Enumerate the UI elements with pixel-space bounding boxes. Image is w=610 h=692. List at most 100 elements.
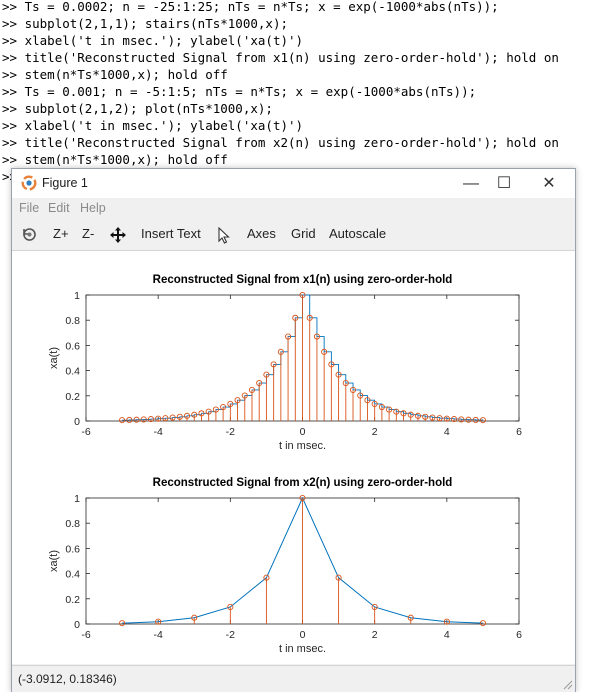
y-tick-label: 0.4 (65, 569, 80, 581)
pan-icon[interactable] (109, 226, 127, 244)
rotate-icon[interactable] (21, 226, 38, 243)
menu-edit[interactable]: Edit (48, 201, 70, 215)
stem-marker (119, 417, 126, 424)
stem-marker (335, 371, 342, 378)
stem-marker (306, 314, 313, 321)
stem-marker (234, 397, 241, 404)
grid-button[interactable]: Grid (291, 226, 316, 241)
x-axis-label: t in msec. (279, 440, 326, 452)
maximize-button[interactable]: ☐ (496, 175, 512, 192)
stem-marker (140, 416, 147, 423)
zoom-in-button[interactable]: Z+ (53, 226, 69, 241)
stem-marker (371, 603, 378, 611)
stem-marker (292, 314, 299, 321)
select-arrow-icon[interactable] (217, 227, 231, 244)
y-tick-label: 0.2 (65, 391, 80, 403)
stem-marker (407, 614, 414, 621)
stem-marker (119, 620, 126, 627)
stem-marker (313, 333, 320, 340)
plot-area[interactable]: Reconstructed Signal from x1(n) using ze… (12, 251, 575, 664)
y-tick-label: 0.6 (65, 543, 80, 555)
x-tick-label: 6 (516, 629, 522, 641)
y-tick-label: 0 (74, 619, 80, 631)
chart-title: Reconstructed Signal from x2(n) using ze… (153, 477, 453, 489)
console-line: >> Ts = 0.0002; n = -25:1:25; nTs = n*Ts… (2, 0, 499, 14)
stem-marker (393, 408, 400, 415)
minimize-button[interactable]: — (463, 175, 479, 192)
y-tick-label: 0.4 (65, 366, 80, 378)
stem-marker (191, 411, 198, 418)
close-button[interactable]: ✕ (542, 175, 556, 192)
stem-marker (299, 494, 306, 502)
x-tick-label: -4 (153, 629, 162, 641)
console-line: >> subplot(2,1,1); stairs(nTs*1000,x); (2, 16, 288, 31)
stem-marker (479, 620, 486, 627)
stem-marker (386, 406, 393, 413)
stem-marker (205, 408, 212, 415)
y-tick-label: 0.8 (65, 315, 80, 327)
stem-marker (364, 397, 371, 404)
console-line: >> subplot(2,1,2); plot(nTs*1000,x); (2, 101, 273, 116)
stem-marker (133, 416, 140, 423)
resize-grip-icon[interactable] (561, 678, 573, 690)
stem-marker (212, 406, 219, 413)
stem-marker (169, 414, 176, 421)
stem-marker (220, 403, 227, 411)
y-tick-label: 0.8 (65, 518, 80, 530)
subplot-2: Reconstructed Signal from x2(n) using ze… (48, 477, 522, 655)
x-tick-label: 4 (444, 426, 450, 438)
y-tick-label: 0.6 (65, 340, 80, 352)
y-tick-label: 0 (74, 416, 80, 428)
console-line: >> xlabel('t in msec.'); ylabel('xa(t)') (2, 33, 304, 48)
stem-marker (227, 603, 234, 611)
octave-logo-icon (21, 175, 37, 191)
figure-titlebar[interactable]: Figure 1 — ☐ ✕ (12, 169, 575, 198)
x-tick-label: -2 (226, 426, 235, 438)
x-tick-label: -2 (226, 629, 235, 641)
stem-marker (299, 291, 306, 299)
stem-marker (443, 618, 450, 625)
y-tick-label: 0.2 (65, 594, 80, 606)
y-tick-label: 1 (74, 290, 80, 302)
stem-marker (183, 412, 191, 419)
stem-marker (422, 413, 429, 420)
autoscale-button[interactable]: Autoscale (329, 226, 387, 241)
stem-marker (407, 411, 414, 418)
stem-marker (256, 379, 263, 387)
menubar: File Edit Help (12, 198, 575, 220)
zoom-out-button[interactable]: Z- (82, 226, 95, 241)
stem-marker (472, 416, 479, 424)
console-line: >> stem(n*Ts*1000,x); hold off (2, 67, 228, 82)
menu-file[interactable]: File (19, 201, 40, 215)
figure-window[interactable]: Figure 1 — ☐ ✕ File Edit Help Z+ Z- Inse… (11, 168, 576, 692)
stem-marker (263, 371, 270, 378)
x-tick-label: 4 (444, 629, 450, 641)
stem-marker (357, 392, 364, 399)
stem-marker (443, 415, 450, 422)
stem-marker (126, 416, 133, 424)
insert-text-button[interactable]: Insert Text (141, 226, 201, 241)
stem-marker (371, 400, 378, 408)
stem-marker (335, 574, 342, 581)
x-axis-label: t in msec. (279, 643, 326, 655)
stem-marker (450, 416, 458, 423)
stem-marker (263, 574, 270, 581)
stem-marker (400, 410, 407, 417)
x-tick-label: 0 (300, 426, 306, 438)
axes-button[interactable]: Axes (247, 226, 276, 241)
stem-marker (241, 392, 248, 399)
y-axis-label: xa(t) (48, 550, 60, 572)
console-line: >> title('Reconstructed Signal from x1(n… (2, 50, 559, 65)
y-tick-label: 1 (74, 493, 80, 505)
stem-marker (162, 415, 169, 422)
menu-help[interactable]: Help (80, 201, 106, 215)
stem-marker (198, 410, 205, 417)
x-tick-label: 2 (372, 629, 378, 641)
plots-canvas[interactable]: Reconstructed Signal from x1(n) using ze… (12, 251, 575, 664)
console-line: >> title('Reconstructed Signal from x2(n… (2, 135, 559, 150)
stem-marker (285, 333, 292, 340)
stem-marker (342, 379, 349, 387)
figure-toolbar: Z+ Z- Insert Text Axes Grid Autoscale (12, 220, 575, 251)
console-line: >> xlabel('t in msec.'); ylabel('xa(t)') (2, 118, 304, 133)
